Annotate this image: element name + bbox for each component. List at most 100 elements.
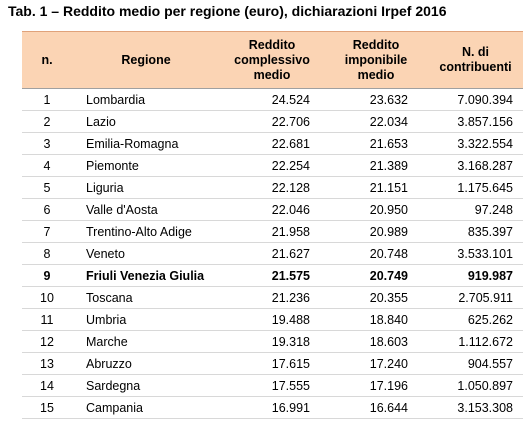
table-cell: 11 xyxy=(22,308,72,331)
table-cell: 7 xyxy=(22,220,72,243)
table-cell: 24.524 xyxy=(220,88,324,111)
table-cell: 3.322.554 xyxy=(428,132,523,155)
table-cell: 8 xyxy=(22,242,72,265)
table-cell: 22.706 xyxy=(220,110,324,133)
table-title: Tab. 1 – Reddito medio per regione (euro… xyxy=(8,3,447,19)
data-table: n. Regione Reddito complessivo medio Reddit… xyxy=(22,31,523,419)
table-cell: Trentino-Alto Adige xyxy=(72,220,220,243)
table-cell: 7.090.394 xyxy=(428,88,523,111)
table-row: 11 Umbria 19.488 18.840 625.262 xyxy=(22,308,523,331)
column-header: Reddito complessivo medio xyxy=(220,31,324,89)
table-row: 4 Piemonte 22.254 21.389 3.168.287 xyxy=(22,154,523,177)
table-row: 14 Sardegna 17.555 17.196 1.050.897 xyxy=(22,374,523,397)
table-cell: 15 xyxy=(22,396,72,419)
table-row: 2 Lazio 22.706 22.034 3.857.156 xyxy=(22,110,523,133)
table-cell: 22.681 xyxy=(220,132,324,155)
table-cell: 16.644 xyxy=(324,396,428,419)
table-cell: 17.615 xyxy=(220,352,324,375)
table-cell: 21.575 xyxy=(220,264,324,287)
column-header: N. di contribuenti xyxy=(428,31,523,89)
table-cell: Valle d'Aosta xyxy=(72,198,220,221)
header-row: n. Regione Reddito complessivo medio Reddit… xyxy=(22,31,523,89)
table-cell: Lazio xyxy=(72,110,220,133)
table-cell: Abruzzo xyxy=(72,352,220,375)
table-row: 12 Marche 19.318 18.603 1.112.672 xyxy=(22,330,523,353)
table-header: n. Regione Reddito complessivo medio Reddit… xyxy=(22,31,523,89)
table-cell: 17.240 xyxy=(324,352,428,375)
table-cell: 9 xyxy=(22,264,72,287)
table-cell: Campania xyxy=(72,396,220,419)
table-cell: 10 xyxy=(22,286,72,309)
table-cell: Umbria xyxy=(72,308,220,331)
table-row: 10 Toscana 21.236 20.355 2.705.911 xyxy=(22,286,523,309)
table-cell: Toscana xyxy=(72,286,220,309)
table-cell: 97.248 xyxy=(428,198,523,221)
column-header: Regione xyxy=(72,31,220,89)
table-cell: 20.748 xyxy=(324,242,428,265)
table-row: 3 Emilia-Romagna 22.681 21.653 3.322.554 xyxy=(22,132,523,155)
table-cell: 17.196 xyxy=(324,374,428,397)
table-row: 7 Trentino-Alto Adige 21.958 20.989 835.397 xyxy=(22,220,523,243)
table-cell: 1 xyxy=(22,88,72,111)
table-cell: 3.533.101 xyxy=(428,242,523,265)
table-row: 9 Friuli Venezia Giulia 21.575 20.749 919.98… xyxy=(22,264,523,287)
table-cell: 20.355 xyxy=(324,286,428,309)
table-row: 5 Liguria 22.128 21.151 1.175.645 xyxy=(22,176,523,199)
table-cell: Lombardia xyxy=(72,88,220,111)
table-cell: 18.603 xyxy=(324,330,428,353)
table-cell: 17.555 xyxy=(220,374,324,397)
table-cell: Liguria xyxy=(72,176,220,199)
table-cell: Piemonte xyxy=(72,154,220,177)
column-header: Reddito imponibile medio xyxy=(324,31,428,89)
table-cell: 6 xyxy=(22,198,72,221)
table-cell: 21.627 xyxy=(220,242,324,265)
table-cell: Friuli Venezia Giulia xyxy=(72,264,220,287)
table-cell: 19.488 xyxy=(220,308,324,331)
table-cell: 5 xyxy=(22,176,72,199)
table-cell: 1.112.672 xyxy=(428,330,523,353)
table-cell: 20.749 xyxy=(324,264,428,287)
table-cell: 23.632 xyxy=(324,88,428,111)
column-header: n. xyxy=(22,31,72,89)
table-cell: 919.987 xyxy=(428,264,523,287)
table-cell: 3.168.287 xyxy=(428,154,523,177)
table-cell: 835.397 xyxy=(428,220,523,243)
table-cell: 22.046 xyxy=(220,198,324,221)
table-body: 1 Lombardia 24.524 23.632 7.090.394 2 Lazio 22.… xyxy=(22,88,523,419)
table-cell: 2.705.911 xyxy=(428,286,523,309)
table-cell: 19.318 xyxy=(220,330,324,353)
table-cell: 13 xyxy=(22,352,72,375)
table-cell: 3.153.308 xyxy=(428,396,523,419)
table-cell: 3 xyxy=(22,132,72,155)
table-cell: 20.989 xyxy=(324,220,428,243)
table-cell: 22.254 xyxy=(220,154,324,177)
table-row: 13 Abruzzo 17.615 17.240 904.557 xyxy=(22,352,523,375)
table-cell: 18.840 xyxy=(324,308,428,331)
table-cell: Veneto xyxy=(72,242,220,265)
table-cell: 21.653 xyxy=(324,132,428,155)
table-cell: 625.262 xyxy=(428,308,523,331)
table-cell: 1.175.645 xyxy=(428,176,523,199)
table-cell: 22.128 xyxy=(220,176,324,199)
table-cell: Marche xyxy=(72,330,220,353)
table-row: 8 Veneto 21.627 20.748 3.533.101 xyxy=(22,242,523,265)
table-cell: 16.991 xyxy=(220,396,324,419)
table-cell: 21.236 xyxy=(220,286,324,309)
table-cell: 14 xyxy=(22,374,72,397)
table-cell: Sardegna xyxy=(72,374,220,397)
table-cell: 20.950 xyxy=(324,198,428,221)
table-cell: 21.389 xyxy=(324,154,428,177)
table-cell: 1.050.897 xyxy=(428,374,523,397)
table-row: 1 Lombardia 24.524 23.632 7.090.394 xyxy=(22,88,523,111)
table-cell: 4 xyxy=(22,154,72,177)
table-cell: 21.151 xyxy=(324,176,428,199)
table-cell: 21.958 xyxy=(220,220,324,243)
table-cell: Emilia-Romagna xyxy=(72,132,220,155)
table-row: 15 Campania 16.991 16.644 3.153.308 xyxy=(22,396,523,419)
table-cell: 22.034 xyxy=(324,110,428,133)
table-cell: 904.557 xyxy=(428,352,523,375)
table-row: 6 Valle d'Aosta 22.046 20.950 97.248 xyxy=(22,198,523,221)
table-cell: 12 xyxy=(22,330,72,353)
table-cell: 2 xyxy=(22,110,72,133)
